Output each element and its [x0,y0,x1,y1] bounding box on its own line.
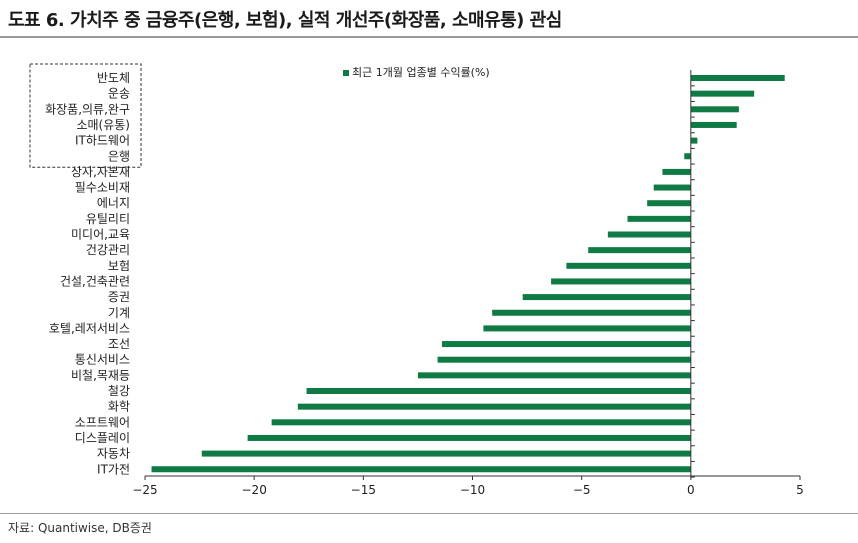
bar [247,434,691,441]
bar [690,106,739,113]
x-tick-label: −15 [351,483,376,497]
bar [271,419,691,426]
category-label: 디스플레이 [75,431,130,445]
category-label: 소프트웨어 [75,415,130,429]
bar [441,341,691,348]
bar [653,184,691,191]
bar [201,450,691,457]
source-note: 자료: Quantiwise, DB증권 [8,521,152,535]
footer-divider [0,513,858,514]
bar [417,372,691,379]
category-label: 철강 [108,384,130,398]
category-label: 증권 [108,290,130,304]
category-label: 건강관리 [86,243,130,257]
category-label: 반도체 [97,71,130,85]
bar [306,388,691,394]
x-tick-label: −10 [460,483,485,497]
category-label: 통신서비스 [75,353,130,367]
bar [492,309,691,316]
bar [297,403,691,410]
x-tick-label: −25 [132,483,157,497]
x-tick-label: −5 [573,483,591,497]
category-label: 화장품,의류,완구 [45,102,130,116]
category-label: 자동차 [97,447,130,461]
bar [684,153,691,160]
bar [551,278,691,285]
title-divider [0,36,858,38]
page-title: 도표 6. 가치주 중 금융주(은행, 보험), 실적 개선주(화장품, 소매유… [8,10,562,31]
category-label: 기계 [108,306,130,320]
bar [690,90,755,97]
category-label: 비철,목재등 [71,368,130,382]
legend-label: 최근 1개월 업종별 수익률(%) [352,66,490,79]
category-label: 건설,건축관련 [60,274,130,288]
bar [690,75,785,81]
x-tick-label: −20 [242,483,267,497]
category-label: 조선 [108,337,130,351]
bar [588,247,691,254]
bar [662,168,691,175]
category-label: 보험 [108,259,130,273]
bar [151,466,691,473]
x-tick-label: 5 [796,483,804,497]
category-label: 소매(유통) [76,118,130,132]
bar [607,231,691,238]
category-label: 은행 [108,148,130,163]
highlight-box [29,63,142,168]
bar [647,200,691,207]
category-label: 호텔,레저서비스 [49,321,130,335]
x-tick-label: 0 [687,483,695,497]
category-label: 미디어,교육 [71,228,130,242]
bar [690,137,698,144]
bar [690,121,737,128]
bar [483,325,691,332]
category-label: 필수소비재 [75,181,130,195]
category-label: 화학 [108,400,130,414]
category-label: 에너지 [97,196,130,210]
category-label: IT하드웨어 [75,134,130,148]
bar [522,294,691,301]
bar [627,215,691,222]
category-label: 운송 [108,87,130,101]
bar [437,356,691,363]
category-label: 유틸리티 [86,212,130,226]
category-label: 상사,자본재 [71,165,130,179]
legend-swatch [343,70,349,76]
bar [566,262,691,269]
category-label: IT가전 [97,462,130,476]
